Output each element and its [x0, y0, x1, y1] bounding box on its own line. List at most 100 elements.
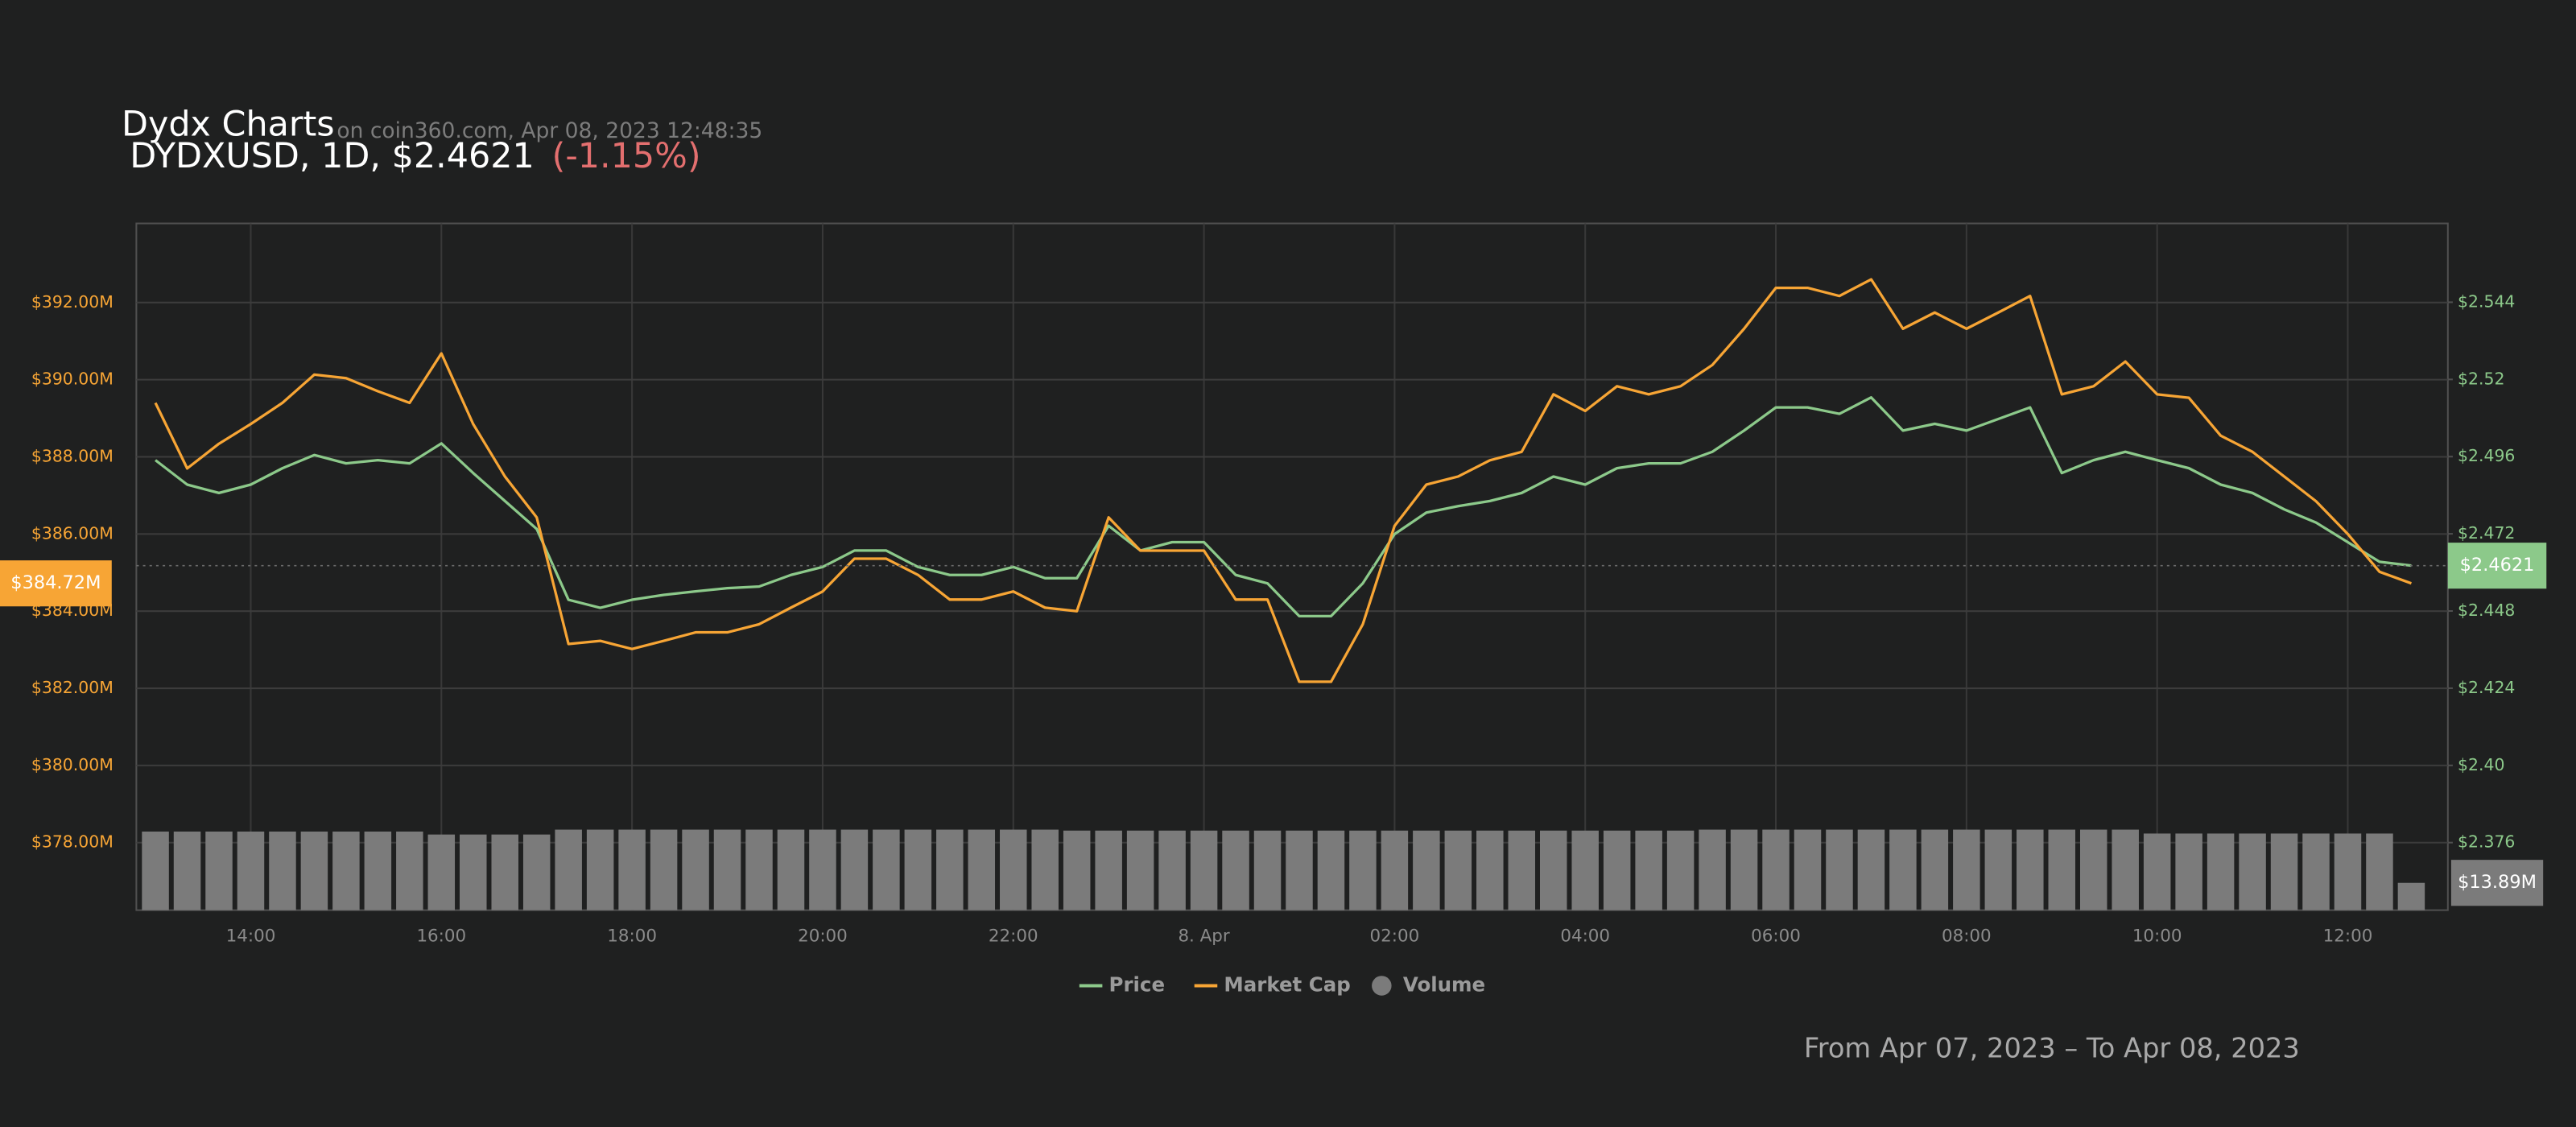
volume-bar — [1444, 830, 1472, 910]
volume-bar — [332, 832, 360, 910]
y2-tick-label: $2.472 — [2458, 523, 2515, 543]
volume-bar — [2366, 833, 2393, 910]
volume-bar — [1699, 829, 1726, 910]
volume-bar — [1984, 829, 2013, 910]
volume-bar — [618, 829, 646, 910]
x-tick-label: 12:00 — [2323, 926, 2373, 946]
volume-bar — [1381, 830, 1409, 910]
volume-bar — [1349, 830, 1377, 910]
volume-bar — [173, 832, 201, 910]
x-tick-label: 08:00 — [1942, 926, 1992, 946]
volume-bar — [2207, 833, 2235, 910]
volume-bar — [1730, 829, 1758, 910]
y-tick-label: $392.00M — [31, 292, 114, 312]
volume-bar — [777, 829, 805, 910]
chart-title: Dydx Charts — [122, 105, 335, 145]
volume-bar — [713, 829, 741, 910]
y2-tick-label: $2.496 — [2458, 446, 2515, 465]
volume-bar — [522, 834, 551, 910]
x-tick-label: 14:00 — [226, 926, 276, 946]
legend-item[interactable]: Volume — [1372, 972, 1485, 996]
volume-bar — [968, 829, 996, 910]
y2-tick-label: $2.424 — [2458, 678, 2515, 697]
legend-label: Volume — [1403, 972, 1485, 996]
volume-bar — [491, 834, 518, 910]
volume-bar — [1413, 830, 1440, 910]
volume-bar — [2143, 833, 2171, 910]
legend-item[interactable]: Market Cap — [1194, 972, 1351, 996]
volume-bar — [142, 832, 169, 910]
x-tick-label: 06:00 — [1751, 926, 1801, 946]
volume-bar — [1539, 830, 1567, 910]
volume-bar — [1158, 830, 1186, 910]
volume-bar — [586, 829, 614, 910]
volume-bar — [1603, 830, 1631, 910]
volume-bar — [745, 829, 773, 910]
y2-tick-label: $2.544 — [2458, 291, 2515, 311]
series-line — [154, 278, 2412, 683]
volume-bar — [1222, 830, 1249, 910]
current-volume-box — [2450, 860, 2544, 906]
volume-bar — [364, 832, 392, 910]
x-tick-label: 8. Apr — [1178, 926, 1229, 946]
volume-bar — [1190, 830, 1218, 910]
volume-bar — [205, 832, 233, 910]
volume-bar — [1635, 830, 1662, 910]
volume-bar — [2334, 833, 2362, 910]
y2-tick-label: $2.52 — [2458, 369, 2504, 388]
x-tick-label: 04:00 — [1560, 926, 1610, 946]
y-tick-label: $390.00M — [31, 369, 114, 389]
volume-bar — [1826, 829, 1853, 910]
current-cap-box — [0, 560, 112, 607]
series-line — [155, 396, 2412, 618]
y2-tick-label: $2.40 — [2458, 755, 2504, 774]
legend-label: Price — [1109, 972, 1166, 996]
volume-bar — [1126, 830, 1154, 910]
legend-item[interactable]: Price — [1079, 972, 1166, 996]
volume-bar — [2048, 829, 2076, 910]
volume-bar — [936, 829, 964, 910]
volume-bar — [1000, 829, 1027, 910]
subtitle: DYDXUSD, 1D, $2.4621 — [130, 135, 535, 175]
current-price-box — [2447, 543, 2547, 589]
volume-bar — [1095, 830, 1122, 910]
x-tick-label: 10:00 — [2132, 926, 2182, 946]
volume-bar — [1253, 830, 1282, 910]
x-tick-label: 20:00 — [798, 926, 848, 946]
chart-subtitle: DYDXUSD, 1D, $2.4621 (-1.15%) — [130, 135, 700, 175]
chart-source: on coin360.com, Apr 08, 2023 12:48:35 — [336, 118, 762, 143]
volume-bar — [555, 829, 582, 910]
x-tick-label: 22:00 — [989, 926, 1038, 946]
volume-bar — [2112, 829, 2139, 910]
volume-bar — [2270, 833, 2298, 910]
volume-bar — [1794, 829, 1822, 910]
current-cap-label: $384.72M — [10, 572, 101, 593]
y-tick-label: $382.00M — [31, 678, 114, 697]
volume-bar — [1286, 830, 1313, 910]
volume-bar — [300, 832, 328, 910]
volume-bar — [873, 829, 900, 910]
volume-bar — [2302, 833, 2330, 910]
price-change: (-1.15%) — [552, 135, 701, 175]
volume-bar — [809, 829, 836, 910]
volume-bar — [460, 834, 487, 910]
volume-bar — [237, 832, 265, 910]
x-tick-label: 16:00 — [416, 926, 466, 946]
volume-bar — [396, 832, 423, 910]
volume-bar — [269, 832, 296, 910]
plot-area — [135, 222, 2449, 911]
volume-bar — [2079, 829, 2107, 910]
y2-tick-label: $2.448 — [2458, 601, 2515, 620]
current-volume-label: $13.89M — [2458, 872, 2537, 893]
legend-symbol — [1372, 976, 1392, 996]
y-tick-label: $378.00M — [31, 832, 114, 852]
volume-bar — [904, 829, 932, 910]
volume-bar — [1762, 829, 1790, 910]
x-tick-label: 02:00 — [1370, 926, 1420, 946]
y-tick-label: $380.00M — [31, 755, 114, 774]
volume-bar — [1571, 830, 1599, 910]
volume-bar — [2239, 833, 2266, 910]
volume-bar — [2397, 882, 2425, 910]
